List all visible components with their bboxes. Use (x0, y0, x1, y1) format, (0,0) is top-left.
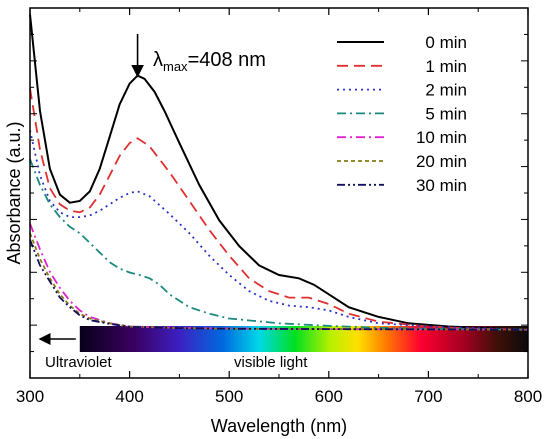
series-line-1-min (29, 88, 529, 331)
x-tick-label: 700 (414, 387, 442, 406)
series-line-5-min (29, 158, 529, 331)
y-axis-label: Absorbance (a.u.) (4, 121, 24, 264)
ultraviolet-label: Ultraviolet (45, 354, 113, 371)
legend-label-1-min: 1 min (425, 57, 467, 76)
x-tick-label: 300 (16, 387, 44, 406)
x-axis-label: Wavelength (nm) (211, 416, 347, 436)
series-line-20-min (29, 232, 529, 331)
series-line-30-min (29, 239, 529, 331)
visible-light-label: visible light (234, 354, 308, 371)
series-line-2-min (29, 130, 529, 331)
x-tick-label: 800 (514, 387, 542, 406)
x-tick-label: 600 (315, 387, 343, 406)
legend-label-2-min: 2 min (425, 81, 467, 100)
legend-label-20-min: 20 min (416, 152, 467, 171)
legend-label-0-min: 0 min (425, 33, 467, 52)
lambda-max-annotation: λmax=408 nm (153, 49, 266, 74)
x-tick-label: 400 (115, 387, 143, 406)
series-line-0-min (29, 14, 529, 331)
legend-label-10-min: 10 min (416, 128, 467, 147)
legend-label-30-min: 30 min (416, 176, 467, 195)
x-tick-label: 500 (215, 387, 243, 406)
series-line-10-min (29, 223, 529, 331)
legend-label-5-min: 5 min (425, 104, 467, 123)
